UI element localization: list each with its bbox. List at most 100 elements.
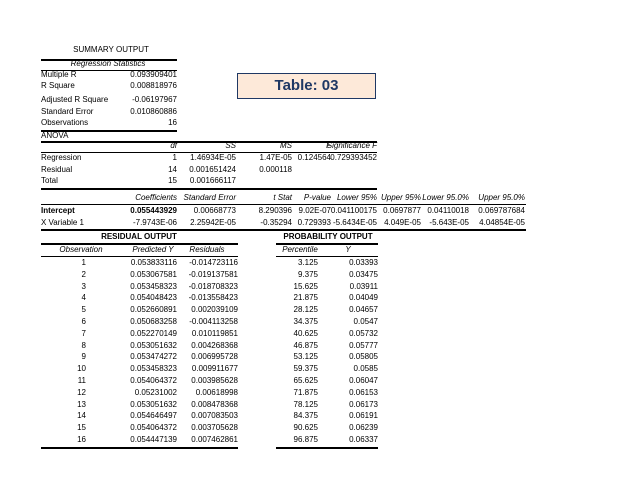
residual-cell: 0.054646497 — [130, 411, 177, 421]
coef-col-header: Lower 95.0% — [422, 193, 469, 202]
residual-col-header: Residuals — [189, 245, 225, 254]
anova-cell: 0.729393452 — [330, 153, 377, 162]
residual-cell: 0.053833116 — [130, 258, 177, 267]
probability-cell: 71.875 — [293, 387, 318, 397]
probability-cell: 0.03911 — [349, 281, 378, 291]
residual-cell: 14 — [77, 411, 86, 421]
regstats-label: R Square — [41, 81, 75, 90]
residual-cell: 11 — [77, 376, 86, 385]
anova-title: ANOVA — [41, 131, 69, 140]
probability-col-header: Y — [345, 245, 351, 254]
probability-top-rule — [276, 243, 378, 245]
residual-cell: 0.054048423 — [130, 293, 177, 303]
residual-cell: 0.05231002 — [134, 387, 177, 397]
residual-cell: 0.053051632 — [130, 399, 177, 409]
probability-cell: 28.125 — [293, 305, 318, 315]
coef-cell: 9.02E-07 — [298, 206, 331, 215]
residual-cell: 0.052660891 — [130, 305, 177, 315]
residual-cell: 0.004268368 — [191, 340, 238, 350]
coef-row-label: X Variable 1 — [41, 218, 84, 227]
anova-cell: 0.001651424 — [189, 165, 236, 174]
coef-col-header: Standard Error — [183, 193, 236, 202]
coef-cell: 0.0697877 — [383, 206, 421, 215]
probability-col-header: Percentile — [282, 245, 318, 254]
coef-cell: 4.04854E-05 — [479, 218, 525, 227]
probability-header-rule — [276, 256, 378, 257]
regstats-value: 16 — [168, 118, 177, 127]
residual-cell: 5 — [81, 305, 86, 315]
residual-cell: 0.007462861 — [191, 435, 238, 444]
probability-cell: 40.625 — [293, 328, 318, 338]
anova-cell: 0.000118 — [259, 165, 292, 174]
probability-cell: 0.06173 — [349, 399, 378, 409]
probability-cell: 0.05732 — [349, 328, 378, 338]
probability-bottom-rule — [276, 447, 378, 449]
probability-cell: 0.03475 — [349, 269, 378, 279]
residual-top-rule — [41, 243, 238, 245]
probability-cell: 65.625 — [293, 376, 318, 385]
regstats-value: -0.06197967 — [132, 95, 177, 104]
anova-col-header: Significance F — [326, 141, 377, 150]
anova-cell: 1.46934E-05 — [190, 153, 236, 162]
coef-cell: 2.25942E-05 — [190, 218, 236, 227]
coef-row-label: Intercept — [41, 206, 75, 215]
residual-col-header: Predicted Y — [132, 245, 174, 254]
residual-cell: 12 — [77, 387, 86, 397]
residual-cell: 16 — [77, 435, 86, 444]
probability-cell: 0.06337 — [349, 435, 378, 444]
probability-cell: 90.625 — [293, 423, 318, 433]
residual-cell: 0.053067581 — [130, 269, 177, 279]
probability-cell: 0.06153 — [349, 387, 378, 397]
residual-cell: 0.003705628 — [191, 423, 238, 433]
regstats-value: 0.008818976 — [130, 81, 177, 90]
anova-row-label: Residual — [41, 165, 73, 174]
coef-col-header: Upper 95% — [380, 193, 421, 202]
residual-cell: 0.007083503 — [191, 411, 238, 421]
residual-cell: -0.013558423 — [188, 293, 238, 303]
probability-cell: 46.875 — [293, 340, 318, 350]
anova-col-header: F — [326, 141, 331, 150]
probability-cell: 59.375 — [293, 364, 318, 374]
coef-cell: 0.00668773 — [193, 206, 236, 215]
residual-cell: 0.053051632 — [130, 340, 177, 350]
coef-bottom-rule — [41, 229, 526, 231]
table-number-badge: Table: 03 — [237, 73, 376, 99]
anova-header-rule — [41, 152, 377, 153]
residual-cell: 0.054064372 — [130, 423, 177, 433]
probability-cell: 0.06047 — [349, 376, 378, 385]
coef-header-rule — [41, 204, 526, 205]
probability-cell: 21.875 — [293, 293, 318, 303]
anova-cell: 1 — [172, 153, 177, 162]
coef-col-header: t Stat — [273, 193, 292, 202]
coef-cell: 0.04110018 — [427, 206, 469, 215]
anova-top-rule — [41, 141, 377, 143]
probability-cell: 0.05777 — [349, 340, 378, 350]
coef-cell: -5.643E-05 — [429, 218, 469, 227]
residual-cell: 0.053474272 — [130, 352, 177, 362]
regstats-label: Adjusted R Square — [41, 95, 109, 104]
residual-cell: 0.054447139 — [130, 435, 177, 444]
regstats-value: 0.010860886 — [130, 107, 177, 116]
anova-col-header: df — [170, 141, 177, 150]
residual-cell: 13 — [77, 399, 86, 409]
anova-cell: 0.124564 — [297, 153, 331, 162]
probability-cell: 0.04049 — [349, 293, 378, 303]
residual-cell: -0.019137581 — [188, 269, 238, 279]
probability-cell: 9.375 — [297, 269, 318, 279]
coef-cell: -7.9743E-06 — [132, 218, 177, 227]
residual-cell: 1 — [81, 258, 86, 267]
anova-col-header: MS — [280, 141, 292, 150]
anova-cell: 1.47E-05 — [259, 153, 292, 162]
residual-cell: 0.006995728 — [191, 352, 238, 362]
residual-cell: 2 — [81, 269, 86, 279]
residual-cell: 8 — [81, 340, 86, 350]
residual-cell: 0.053458323 — [130, 281, 177, 291]
residual-cell: 0.053458323 — [130, 364, 177, 374]
residual-cell: 3 — [81, 281, 86, 291]
regstats-header: Regression Statistics — [70, 59, 146, 68]
anova-cell: 0.001666117 — [189, 176, 236, 185]
probability-cell: 34.375 — [293, 317, 318, 326]
residual-cell: 0.052270149 — [130, 328, 177, 338]
residual-cell: 9 — [81, 352, 86, 362]
probability-cell: 3.125 — [297, 258, 318, 267]
